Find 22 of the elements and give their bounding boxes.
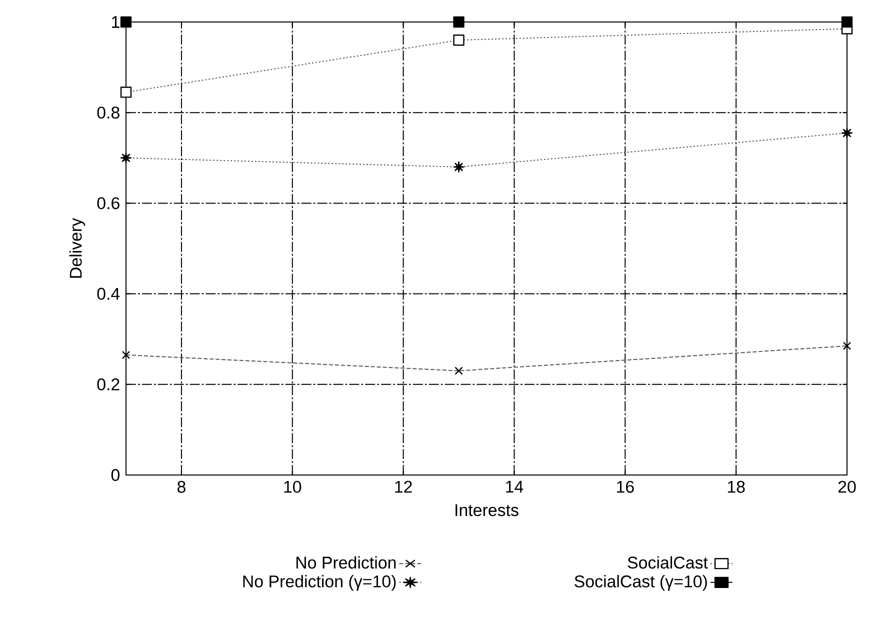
y-tick-label: 0.8 (97, 106, 120, 119)
y-tick-label: 0.4 (97, 288, 120, 300)
legend-label: SocialCast (γ=10) (574, 575, 707, 591)
x-tick-label: 16 (617, 480, 634, 493)
x-tick-label: 10 (284, 480, 302, 493)
y-axis-title: Delivery (69, 218, 86, 278)
x-tick-label: 12 (395, 480, 412, 493)
x-axis-title: Interests (456, 504, 518, 516)
y-tick-label: 1 (112, 16, 120, 28)
legend-label: No Prediction (296, 556, 396, 569)
legend-label: No Prediction (γ=10) (243, 575, 396, 591)
y-tick-label: 0 (111, 469, 120, 481)
point (120, 16, 132, 28)
legend-label: SocialCast (628, 556, 708, 569)
x-tick-label: 18 (728, 480, 745, 493)
x-tick-label: 14 (506, 480, 524, 492)
y-tick-label: 0.6 (97, 197, 120, 210)
point (453, 16, 464, 28)
y-tick-label: 0.2 (97, 378, 120, 390)
x-tick-label: 20 (838, 480, 856, 493)
point (841, 16, 853, 28)
x-tick-label: 8 (177, 480, 186, 493)
